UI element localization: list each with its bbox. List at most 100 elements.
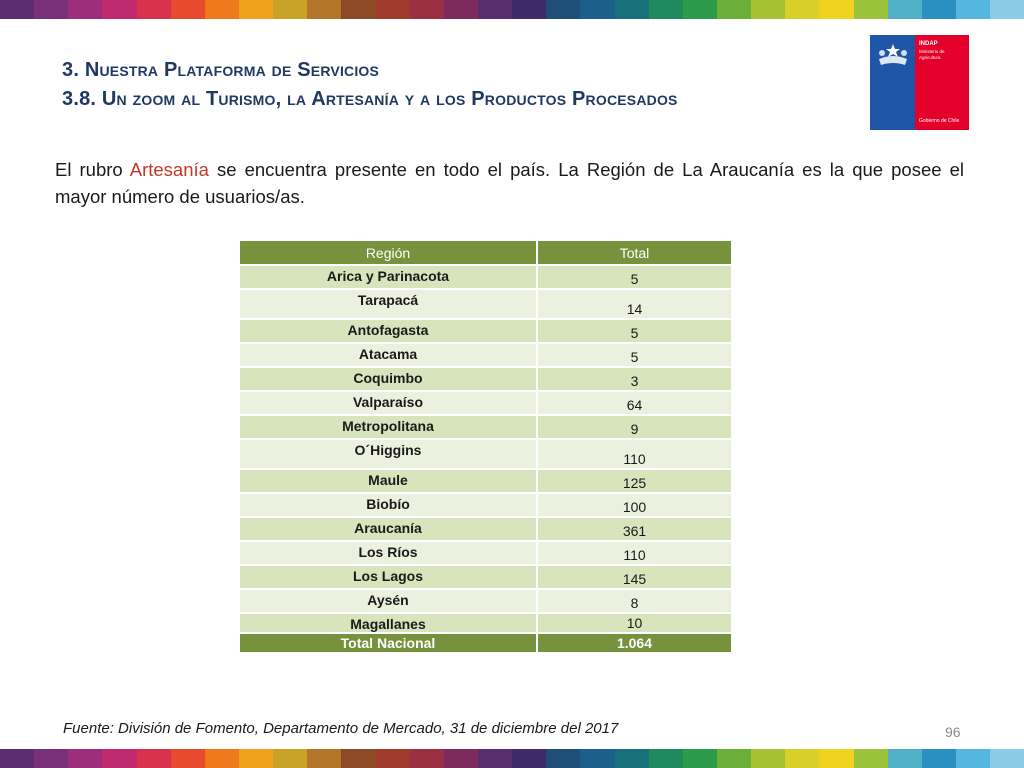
stripe-segment	[546, 749, 581, 768]
cell-region: Antofagasta	[238, 318, 538, 344]
stripe-segment	[751, 749, 786, 768]
coat-of-arms-icon	[879, 44, 907, 65]
stripe-segment	[0, 0, 35, 19]
table-row: Maule 125	[238, 468, 733, 494]
stripe-segment	[204, 0, 239, 19]
cell-region: O´Higgins	[238, 438, 538, 470]
stripe-segment	[443, 0, 478, 19]
stripe-segment	[853, 0, 888, 19]
logo-government: Gobierno de Chile	[919, 118, 960, 124]
cell-total: 10	[536, 612, 733, 634]
cell-total: 14	[536, 288, 733, 320]
title-line-2: 3.8. Un zoom al Turismo, la Artesanía y …	[62, 88, 678, 110]
table-row: Antofagasta 5	[238, 318, 733, 344]
stripe-segment	[990, 0, 1024, 19]
table-row: Magallanes 10	[238, 612, 733, 634]
stripe-segment	[102, 749, 137, 768]
stripe-segment	[68, 0, 103, 19]
top-color-stripe	[0, 0, 1024, 19]
cell-region: Maule	[238, 468, 538, 494]
logo-ministry: Ministerio de Agricultura	[919, 49, 945, 60]
stripe-segment	[682, 0, 717, 19]
stripe-segment	[409, 0, 444, 19]
stripe-segment	[819, 0, 854, 19]
stripe-segment	[204, 749, 239, 768]
stripe-segment	[785, 749, 820, 768]
page-number: 96	[945, 724, 961, 740]
stripe-segment	[853, 749, 888, 768]
cell-total: 5	[536, 318, 733, 344]
stripe-segment	[546, 0, 581, 19]
stripe-segment	[307, 0, 342, 19]
stripe-segment	[819, 749, 854, 768]
table-row: Valparaíso 64	[238, 390, 733, 416]
stripe-segment	[102, 0, 137, 19]
logo-red-panel: INDAP Ministerio de Agricultura Gobierno…	[915, 35, 969, 130]
cell-region: Magallanes	[238, 612, 538, 634]
table-row: Los Ríos 110	[238, 540, 733, 566]
bottom-color-stripe	[0, 749, 1024, 768]
cell-region: Coquimbo	[238, 366, 538, 392]
stripe-segment	[887, 749, 922, 768]
cell-region: Los Ríos	[238, 540, 538, 566]
table-row: Aysén 8	[238, 588, 733, 614]
table-row: Metropolitana 9	[238, 414, 733, 440]
stripe-segment	[238, 0, 274, 19]
stripe-segment	[341, 0, 376, 19]
cell-region: Arica y Parinacota	[238, 264, 538, 290]
table-row: Tarapacá 14	[238, 288, 733, 320]
stripe-segment	[512, 749, 547, 768]
cell-total-value: 1.064	[536, 632, 733, 654]
stripe-segment	[273, 0, 308, 19]
stripe-segment	[648, 749, 683, 768]
stripe-segment	[648, 0, 683, 19]
stripe-segment	[716, 0, 752, 19]
table-body: Arica y Parinacota 5 Tarapacá 14 Antofagasta…	[238, 264, 733, 654]
cell-region: Valparaíso	[238, 390, 538, 416]
cell-total: 110	[536, 438, 733, 470]
stripe-segment	[614, 0, 649, 19]
stripe-segment	[409, 749, 444, 768]
cell-total: 5	[536, 342, 733, 368]
intro-highlight: Artesanía	[129, 159, 209, 180]
stripe-segment	[682, 749, 717, 768]
cell-total: 64	[536, 390, 733, 416]
stripe-segment	[170, 749, 205, 768]
logo-blue-panel	[870, 35, 915, 130]
cell-region: Metropolitana	[238, 414, 538, 440]
cell-total: 5	[536, 264, 733, 290]
stripe-segment	[580, 0, 615, 19]
stripe-segment	[443, 749, 478, 768]
stripe-segment	[170, 0, 205, 19]
intro-text-before: El rubro	[55, 159, 130, 180]
stripe-segment	[375, 0, 410, 19]
cell-region: Biobío	[238, 492, 538, 518]
title-line-1: 3. Nuestra Plataforma de Servicios	[62, 59, 380, 81]
artesania-region-table: Región Total Arica y Parinacota 5 Tarapacá…	[238, 239, 733, 654]
stripe-segment	[512, 0, 547, 19]
stripe-segment	[375, 749, 410, 768]
stripe-segment	[580, 749, 615, 768]
cell-region: Los Lagos	[238, 564, 538, 590]
stripe-segment	[887, 0, 922, 19]
stripe-segment	[136, 749, 171, 768]
cell-total: 361	[536, 516, 733, 542]
table-row: Los Lagos 145	[238, 564, 733, 590]
intro-text-after: se encuentra presente en todo el país. L…	[55, 159, 964, 207]
table-row: Atacama 5	[238, 342, 733, 368]
stripe-segment	[273, 749, 308, 768]
stripe-segment	[238, 749, 274, 768]
stripe-segment	[341, 749, 376, 768]
stripe-segment	[307, 749, 342, 768]
source-note: Fuente: División de Fomento, Departament…	[63, 720, 619, 737]
logo-brand: INDAP	[919, 41, 938, 47]
stripe-segment	[0, 749, 35, 768]
stripe-segment	[68, 749, 103, 768]
stripe-segment	[477, 0, 513, 19]
stripe-segment	[614, 749, 649, 768]
cell-total-label: Total Nacional	[238, 632, 538, 654]
cell-total: 125	[536, 468, 733, 494]
stripe-segment	[785, 0, 820, 19]
stripe-segment	[477, 749, 513, 768]
header-region: Región	[238, 239, 538, 266]
